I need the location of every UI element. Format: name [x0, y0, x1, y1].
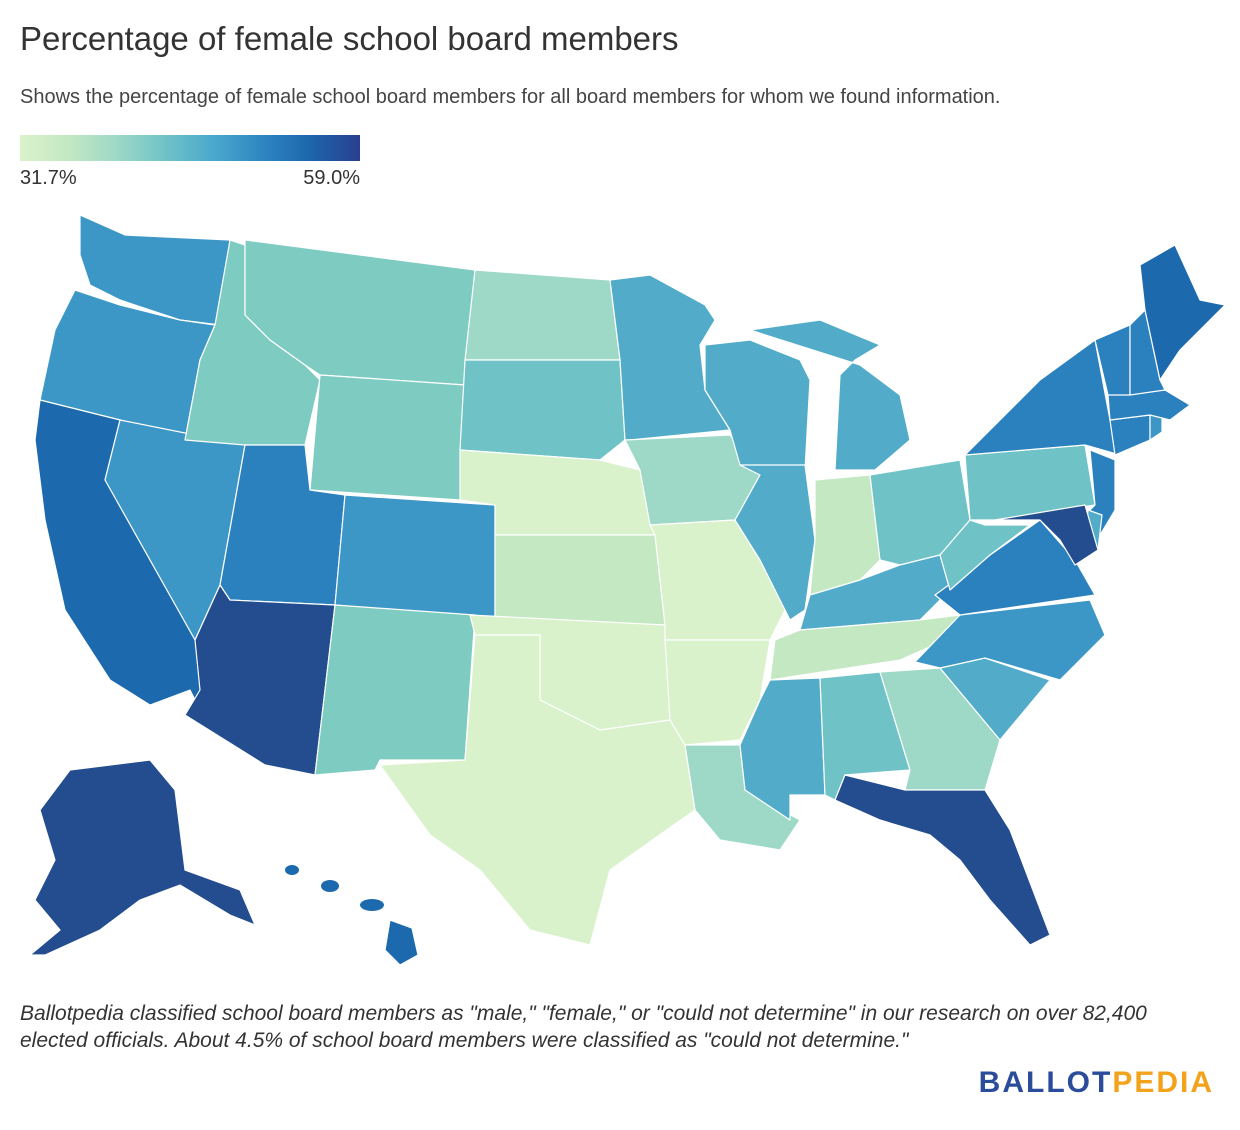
state-michigan[interactable]	[749, 319, 911, 471]
state-maine[interactable]	[1139, 244, 1226, 381]
methodology-note: Ballotpedia classified school board memb…	[20, 1002, 1147, 1052]
color-legend: 31.7% 59.0%	[20, 135, 360, 190]
state-maryland[interactable]	[994, 504, 1099, 566]
state-texas[interactable]	[379, 634, 696, 946]
state-colorado[interactable]	[334, 494, 496, 621]
map-subtitle: Shows the percentage of female school bo…	[20, 86, 1001, 108]
state-hawaii[interactable]	[384, 919, 419, 966]
state-new-york[interactable]	[964, 339, 1121, 456]
logo-part-ballot: BALLOT	[978, 1066, 1113, 1099]
state-florida[interactable]	[834, 774, 1051, 946]
state-arizona[interactable]	[184, 584, 336, 776]
state-connecticut[interactable]	[1109, 414, 1151, 456]
state-hawaii-island-maui	[360, 899, 384, 911]
state-new-mexico[interactable]	[314, 604, 476, 776]
legend-gradient-bar	[20, 135, 360, 161]
state-new-hampshire[interactable]	[1129, 309, 1166, 396]
state-north-carolina[interactable]	[914, 599, 1106, 681]
state-wyoming[interactable]	[309, 374, 466, 501]
state-illinois[interactable]	[734, 464, 816, 621]
map-title: Percentage of female school board member…	[20, 20, 679, 57]
legend-min-label: 31.7%	[20, 167, 77, 189]
us-choropleth-map	[29, 214, 1226, 966]
state-south-dakota[interactable]	[459, 359, 626, 461]
state-north-dakota[interactable]	[464, 269, 621, 361]
legend-max-label: 59.0%	[303, 167, 360, 189]
state-arkansas[interactable]	[664, 639, 771, 746]
state-hawaii-island-oahu	[321, 880, 339, 892]
state-alaska[interactable]	[29, 759, 256, 956]
ballotpedia-logo[interactable]: BALLOTPEDIA	[979, 1066, 1214, 1100]
state-kansas[interactable]	[494, 534, 666, 626]
state-west-virginia[interactable]	[939, 519, 1031, 591]
logo-part-pedia: PEDIA	[1112, 1066, 1214, 1099]
state-hawaii-island-kauai	[285, 865, 299, 875]
